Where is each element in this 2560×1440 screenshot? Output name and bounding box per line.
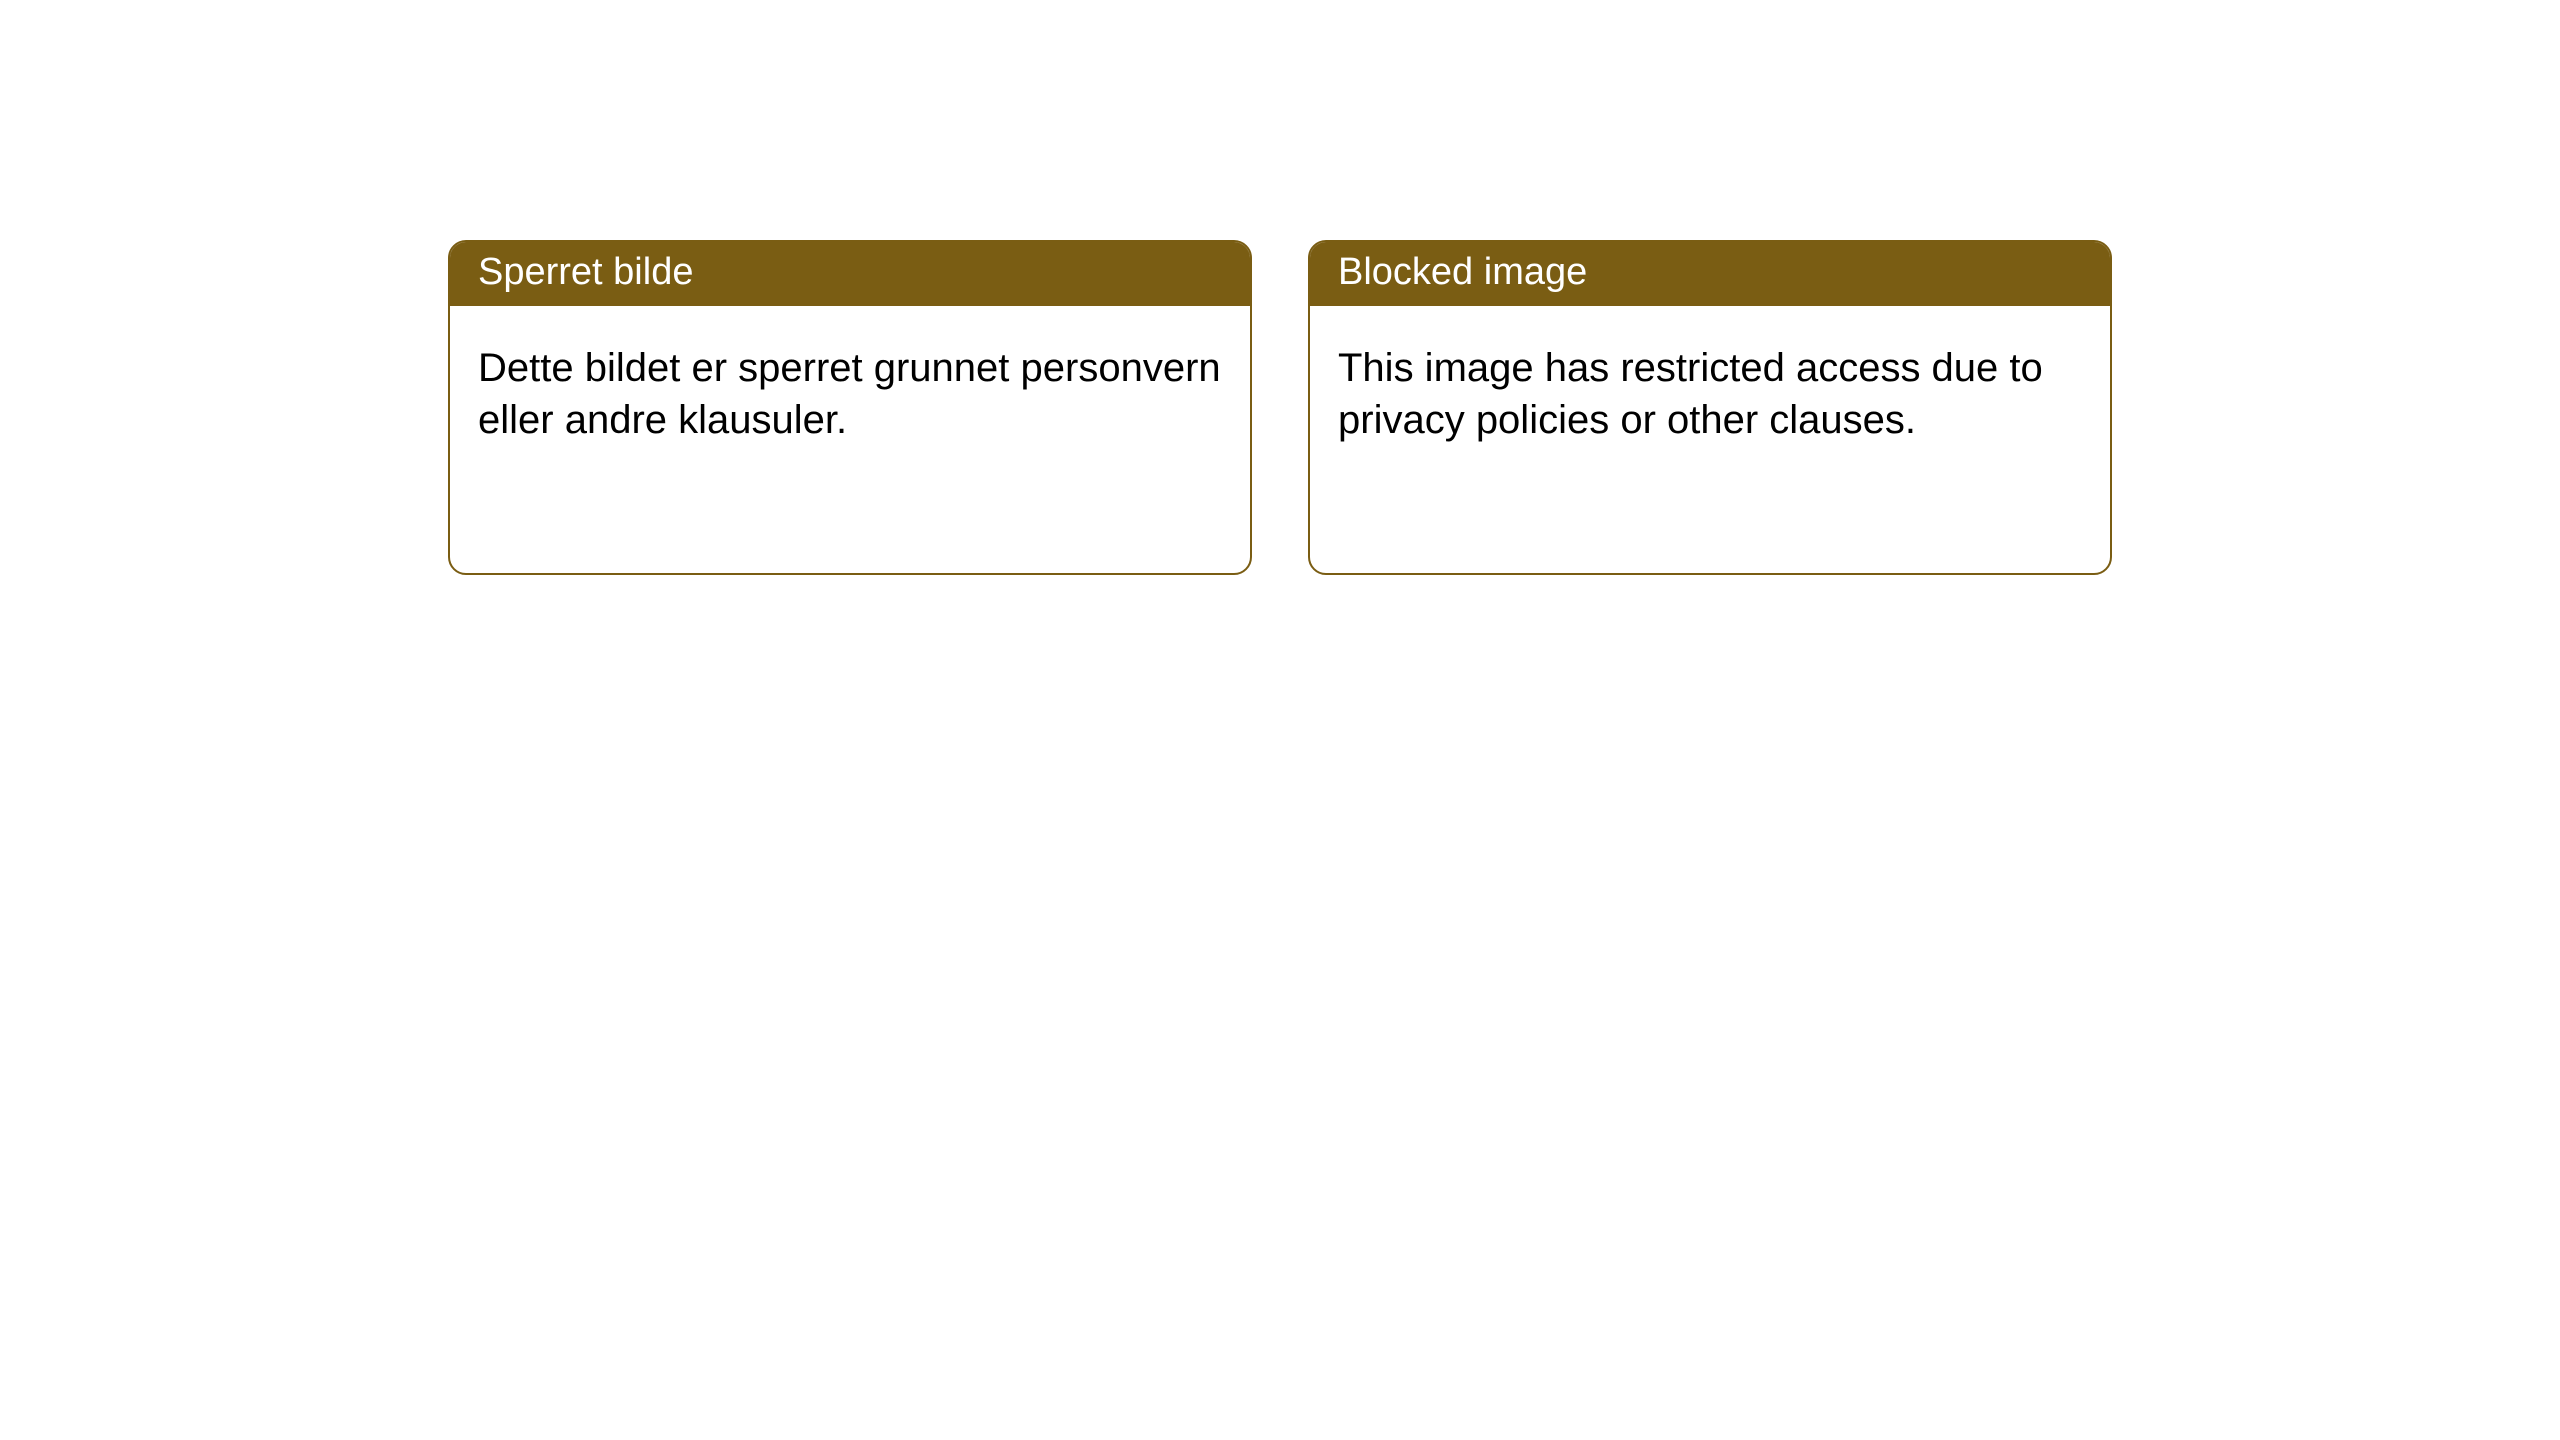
notice-title-norwegian: Sperret bilde xyxy=(450,242,1250,306)
notice-card-english: Blocked image This image has restricted … xyxy=(1308,240,2112,575)
notice-body-english: This image has restricted access due to … xyxy=(1310,306,2110,474)
notice-container: Sperret bilde Dette bildet er sperret gr… xyxy=(0,0,2560,575)
notice-body-norwegian: Dette bildet er sperret grunnet personve… xyxy=(450,306,1250,474)
notice-title-english: Blocked image xyxy=(1310,242,2110,306)
notice-card-norwegian: Sperret bilde Dette bildet er sperret gr… xyxy=(448,240,1252,575)
